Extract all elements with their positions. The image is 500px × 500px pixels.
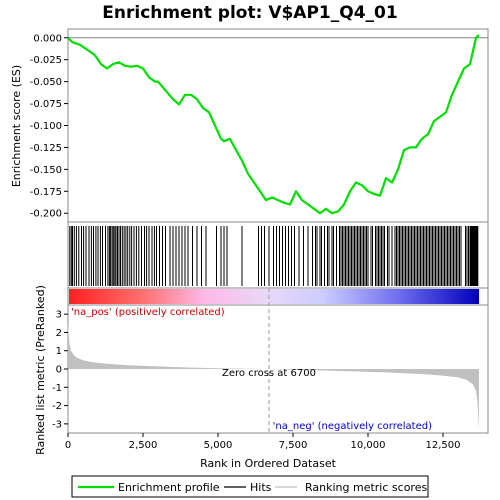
es-axis: 0.000 -0.025 -0.050 -0.075 -0.100 -0.125 -0.15… [30, 33, 488, 220]
metric-tick-label: 1 [56, 346, 62, 357]
zero-cross-label: Zero cross at 6700 [222, 368, 316, 379]
metric-axis: 3 2 1 0 -1 -2 -3 [52, 310, 68, 430]
es-tick-label: -0.100 [30, 121, 62, 132]
es-tick-label: -0.075 [30, 99, 62, 110]
x-tick-label: 10,000 [351, 440, 386, 451]
hits-rug [69, 226, 479, 286]
x-tick-label: 2,500 [129, 440, 158, 451]
es-tick-label: -0.125 [30, 143, 62, 154]
metric-tick-label: 0 [56, 365, 62, 376]
legend-label-ranking-metric: Ranking metric scores [305, 481, 427, 494]
metric-tick-label: -1 [52, 383, 62, 394]
metric-tick-label: 3 [56, 310, 62, 321]
es-tick-label: 0.000 [33, 33, 62, 44]
rank-colorbar [69, 289, 479, 304]
es-line [67, 34, 480, 215]
metric-ylabel: Ranked list metric (PreRanked) [34, 285, 47, 455]
es-tick-label: -0.175 [30, 187, 62, 198]
x-tick-label: 7,500 [279, 440, 308, 451]
es-panel-frame [67, 28, 489, 223]
x-axis-label: Rank in Ordered Dataset [200, 457, 337, 470]
metric-tick-label: 2 [56, 328, 62, 339]
es-tick-label: -0.200 [30, 209, 62, 220]
es-ylabel: Enrichment score (ES) [10, 65, 23, 187]
metric-tick-label: -3 [52, 419, 62, 430]
pos-correlated-label: 'na_pos' (positively correlated) [71, 307, 225, 318]
es-tick-label: -0.050 [30, 77, 62, 88]
metric-tick-label: -2 [52, 401, 62, 412]
es-tick-label: -0.025 [30, 55, 62, 66]
chart-title: Enrichment plot: V$AP1_Q4_01 [102, 3, 397, 23]
legend-label-enrichment-profile: Enrichment profile [118, 481, 220, 494]
legend-box [71, 475, 429, 498]
x-axis: 0 2,500 5,000 7,500 10,000 12,500 [65, 433, 461, 451]
legend-label-hits: Hits [250, 481, 272, 494]
es-tick-label: -0.150 [30, 165, 62, 176]
x-tick-label: 5,000 [204, 440, 233, 451]
x-tick-label: 12,500 [426, 440, 461, 451]
x-tick-label: 0 [65, 440, 71, 451]
neg-correlated-label: 'na_neg' (negatively correlated) [273, 421, 432, 432]
legend: Enrichment profile Hits Ranking metric sco… [78, 481, 427, 494]
